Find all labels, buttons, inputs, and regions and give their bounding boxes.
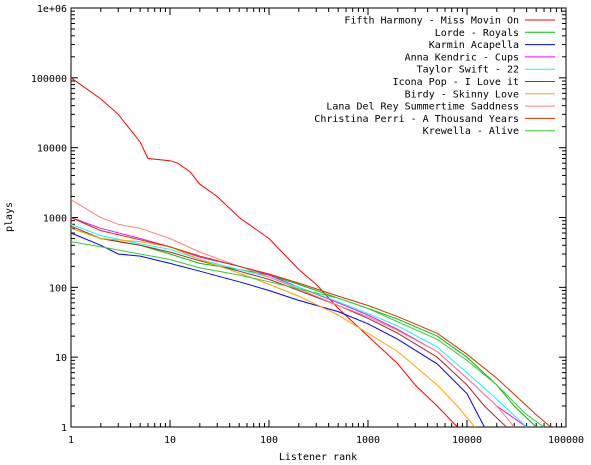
x-axis-label: Listener rank — [279, 452, 357, 463]
legend-label: Anna Kendric - Cups — [405, 52, 519, 63]
legend-label: Karmin Acapella — [429, 40, 519, 51]
y-tick-label: 100000 — [31, 74, 67, 85]
legend-label: Lana Del Rey Summertime Saddness — [326, 102, 519, 113]
series-line-1 — [70, 227, 537, 428]
series-lines — [70, 77, 552, 428]
x-tick-label: 1 — [68, 435, 74, 446]
legend-label: Christina Perri - A Thousand Years — [314, 114, 519, 125]
legend-label: Lorde - Royals — [435, 28, 519, 39]
y-tick-label: 1000 — [43, 214, 67, 225]
x-tick-label: 100000 — [548, 435, 584, 446]
series-line-4 — [70, 223, 527, 428]
x-tick-label: 100 — [260, 435, 278, 446]
axis-ticks: 1 10 100 1000 10000 100000 1 10 100 1000 10000 1000… — [31, 4, 584, 446]
legend-label: Fifth Harmony - Miss Movin On — [344, 16, 519, 27]
legend-label: Taylor Swift - 22 — [417, 65, 519, 76]
series-line-8 — [70, 217, 552, 428]
series-line-5 — [70, 225, 507, 428]
y-axis-label: plays — [4, 202, 15, 232]
y-tick-label: 100 — [49, 283, 67, 294]
y-tick-label: 1 — [61, 423, 67, 434]
y-tick-label: 10 — [55, 353, 67, 364]
legend-label: Icona Pop - I Love it — [393, 77, 519, 88]
x-tick-label: 10000 — [452, 435, 482, 446]
y-tick-label: 1e+06 — [37, 4, 67, 15]
series-line-7 — [70, 199, 515, 428]
series-line-0 — [70, 77, 458, 428]
x-tick-label: 1000 — [356, 435, 380, 446]
y-tick-label: 10000 — [37, 144, 67, 155]
series-line-6 — [70, 227, 476, 428]
series-line-9 — [70, 241, 545, 428]
series-line-2 — [70, 232, 485, 428]
series-line-3 — [70, 217, 527, 428]
legend-label: Krewella - Alive — [423, 126, 519, 137]
x-tick-label: 10 — [164, 435, 176, 446]
legend-label: Birdy - Skinny Love — [405, 89, 519, 100]
